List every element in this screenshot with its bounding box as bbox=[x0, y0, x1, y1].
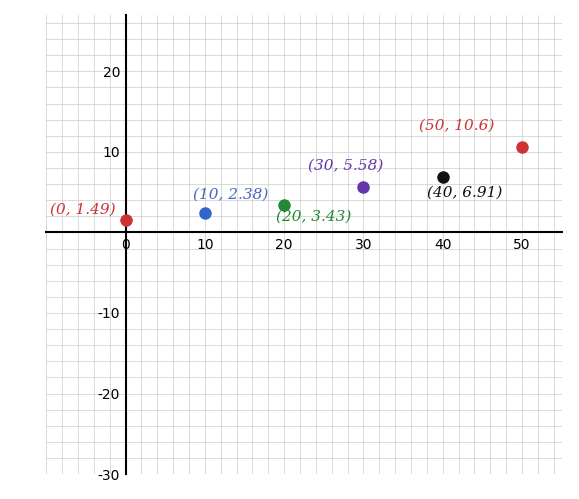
Text: (40, 6.91): (40, 6.91) bbox=[427, 186, 502, 200]
Point bbox=[359, 184, 368, 192]
Point bbox=[438, 173, 448, 181]
Text: (0, 1.49): (0, 1.49) bbox=[50, 202, 116, 216]
Text: (20, 3.43): (20, 3.43) bbox=[276, 210, 351, 224]
Point bbox=[200, 209, 210, 217]
Point bbox=[121, 217, 130, 225]
Point bbox=[518, 143, 527, 151]
Text: (50, 10.6): (50, 10.6) bbox=[419, 118, 494, 132]
Point bbox=[280, 201, 289, 209]
Text: (30, 5.58): (30, 5.58) bbox=[308, 159, 383, 173]
Text: (10, 2.38): (10, 2.38) bbox=[193, 188, 268, 202]
